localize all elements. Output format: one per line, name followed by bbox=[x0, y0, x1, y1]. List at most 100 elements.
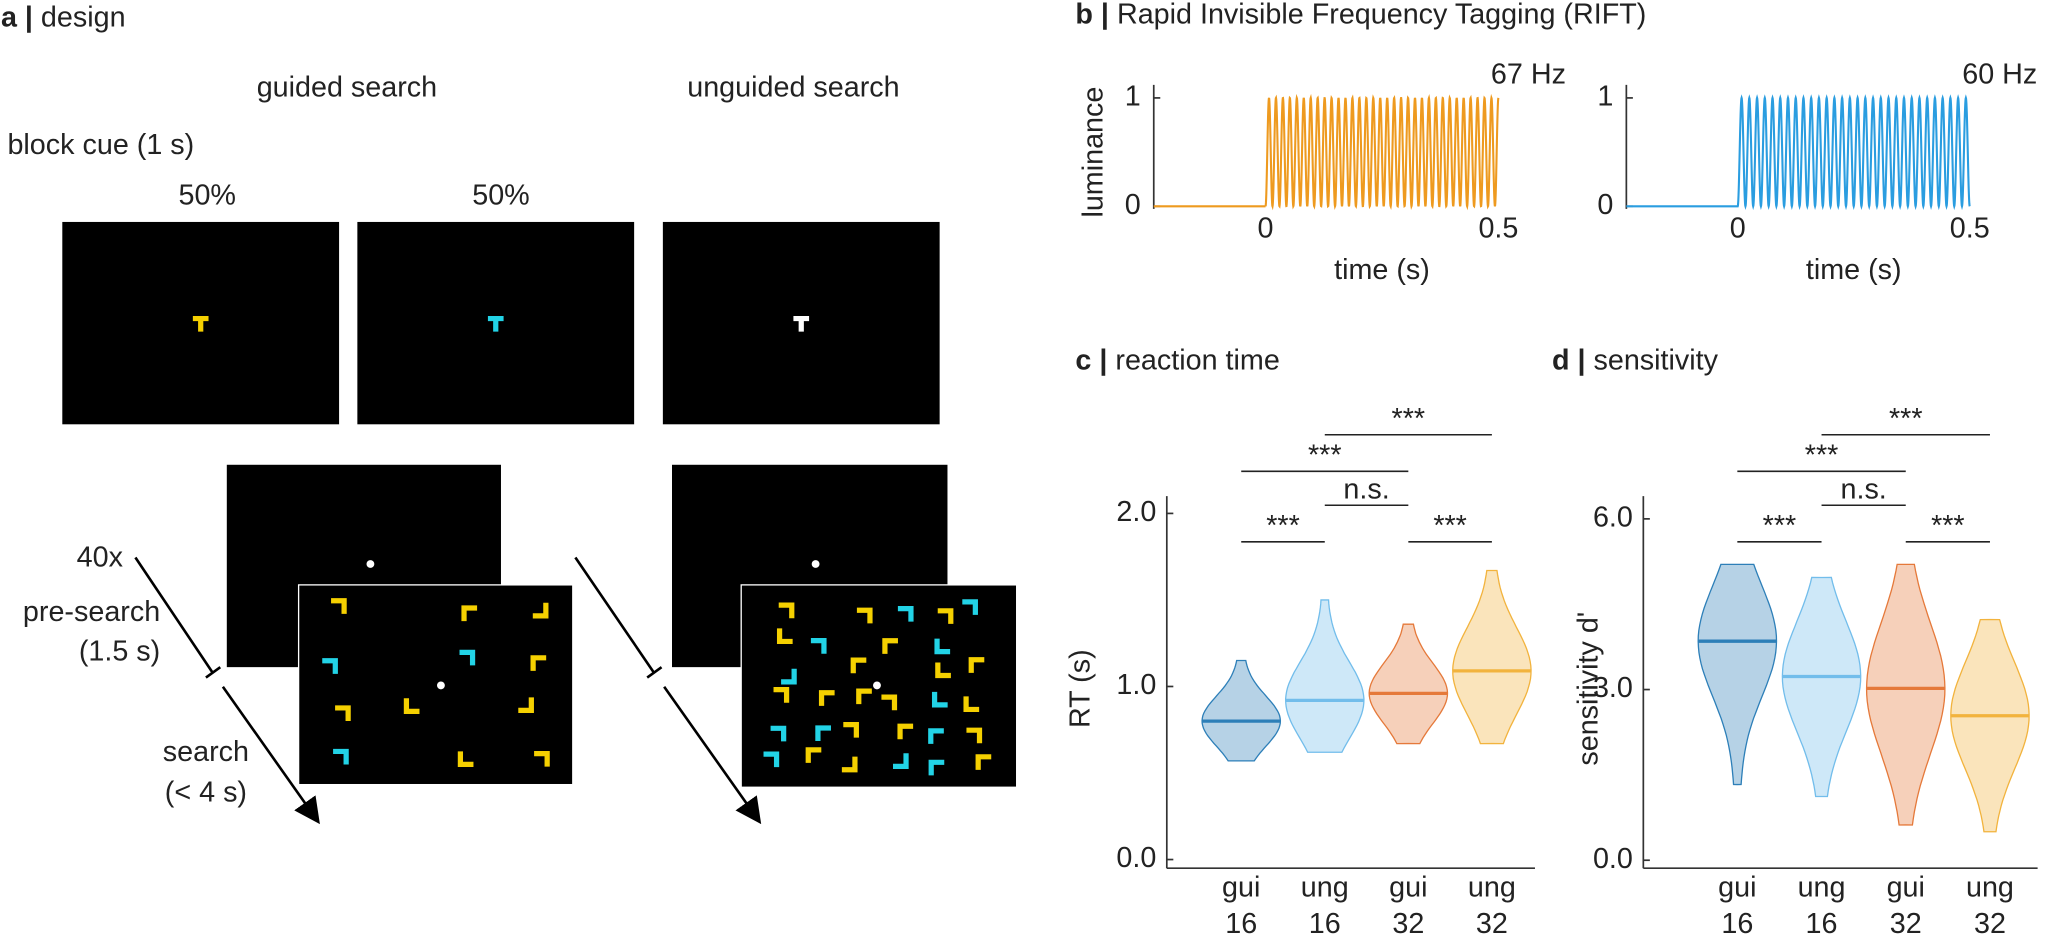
cue-symbol bbox=[793, 315, 810, 332]
search-item bbox=[530, 655, 547, 671]
search-item bbox=[333, 748, 349, 765]
phase-label: (1.5 s) bbox=[79, 635, 160, 667]
search-item bbox=[935, 662, 951, 679]
search-item bbox=[532, 602, 549, 619]
significance-label: *** bbox=[1392, 403, 1426, 435]
x-tick-label: 32 bbox=[1890, 908, 1922, 940]
violin bbox=[1284, 599, 1365, 753]
x-tick-label: 16 bbox=[1225, 908, 1257, 940]
search-item bbox=[843, 722, 859, 738]
search-screen bbox=[297, 584, 574, 786]
panel-title: d | sensitivity bbox=[1552, 344, 1719, 376]
x-tick-label: 0.5 bbox=[1950, 212, 1990, 244]
significance-label: n.s. bbox=[1343, 473, 1389, 505]
search-item bbox=[776, 628, 793, 645]
violin bbox=[1368, 623, 1449, 745]
panel-title: c | reaction time bbox=[1075, 344, 1279, 376]
x-tick-label: 16 bbox=[1721, 908, 1753, 940]
panel-title: Rapid Invisible Frequency Tagging (RIFT) bbox=[1117, 0, 1646, 30]
search-item bbox=[968, 657, 985, 673]
panel-label: d | bbox=[1552, 344, 1586, 376]
panel-b-title: b | Rapid Invisible Frequency Tagging (R… bbox=[1075, 0, 1646, 30]
fixation bbox=[811, 560, 820, 568]
search-item bbox=[781, 668, 797, 685]
y-tick-label: 6.0 bbox=[1593, 501, 1633, 533]
fixation bbox=[873, 681, 881, 690]
frequency-label: 67 Hz bbox=[1491, 58, 1566, 90]
search-item bbox=[850, 657, 867, 674]
search-item bbox=[331, 598, 347, 614]
search-item bbox=[856, 607, 873, 624]
x-tick-label: 32 bbox=[1476, 908, 1508, 940]
phase-label: search bbox=[163, 736, 249, 768]
search-item bbox=[856, 688, 872, 705]
search-item bbox=[882, 638, 898, 654]
violin bbox=[1950, 618, 2030, 833]
significance-label: *** bbox=[1931, 510, 1965, 542]
x-tick-label: ung bbox=[1798, 872, 1846, 904]
panel-title-text: reaction time bbox=[1115, 344, 1279, 376]
percent-label: 50% bbox=[178, 180, 235, 212]
y-axis-label: RT (s) bbox=[1065, 649, 1097, 728]
y-tick-label: 0 bbox=[1597, 189, 1613, 221]
violin bbox=[1865, 563, 1946, 826]
violin bbox=[1697, 563, 1778, 786]
x-tick-label: 32 bbox=[1392, 908, 1424, 940]
significance-label: n.s. bbox=[1840, 473, 1886, 505]
search-item bbox=[937, 608, 954, 624]
significance-label: *** bbox=[1805, 440, 1839, 472]
search-item bbox=[897, 605, 914, 622]
search-item bbox=[931, 691, 948, 708]
phase-label: pre-search bbox=[23, 596, 160, 628]
search-item bbox=[928, 759, 945, 776]
panel-title-text: sensitivity bbox=[1593, 344, 1718, 376]
frequency-label: 60 Hz bbox=[1962, 58, 2037, 90]
search-item bbox=[934, 638, 951, 655]
x-tick-label: 0 bbox=[1730, 212, 1746, 244]
y-axis-label: sensitivity d' bbox=[1572, 612, 1604, 766]
x-tick-label: 16 bbox=[1806, 908, 1838, 940]
percent-label: 50% bbox=[472, 180, 529, 212]
plots: 0 1 0 0.5 time (s) luminance 67 Hz 0 1 0 0.5 time (… bbox=[1065, 58, 2038, 940]
panel-label: b | bbox=[1075, 0, 1109, 30]
search-item bbox=[975, 754, 992, 770]
search-item bbox=[963, 696, 980, 713]
x-tick-label: 0 bbox=[1258, 212, 1274, 244]
y-tick-label: 3.0 bbox=[1593, 672, 1633, 704]
y-tick-label: 1.0 bbox=[1116, 669, 1156, 701]
timeline-arrow bbox=[134, 556, 316, 819]
x-axis-label: time (s) bbox=[1334, 254, 1430, 286]
search-item bbox=[928, 728, 944, 744]
x-tick-label: gui bbox=[1389, 872, 1427, 904]
search-item bbox=[892, 753, 909, 769]
significance-label: *** bbox=[1433, 510, 1467, 542]
timeline-arrow bbox=[574, 556, 758, 819]
search-item bbox=[403, 698, 420, 714]
search-items bbox=[322, 598, 992, 776]
x-axis-label: time (s) bbox=[1806, 254, 1902, 286]
significance-label: *** bbox=[1308, 440, 1342, 472]
y-tick-label: 0 bbox=[1125, 189, 1141, 221]
violin bbox=[1781, 576, 1862, 798]
search-item bbox=[518, 697, 534, 714]
search-item bbox=[818, 690, 835, 706]
search-item bbox=[459, 649, 476, 666]
search-item bbox=[841, 756, 858, 773]
repeat-label: 40x bbox=[77, 541, 124, 573]
y-tick-label: 2.0 bbox=[1116, 496, 1156, 528]
phase-label: (< 4 s) bbox=[165, 776, 247, 808]
search-item bbox=[770, 725, 787, 742]
x-tick-label: 0.5 bbox=[1478, 212, 1518, 244]
y-tick-label: 0.0 bbox=[1116, 842, 1156, 874]
x-tick-label: gui bbox=[1222, 872, 1260, 904]
search-item bbox=[322, 658, 338, 674]
y-axis-label: luminance bbox=[1078, 87, 1110, 218]
x-tick-label: ung bbox=[1468, 872, 1516, 904]
x-tick-label: ung bbox=[1301, 872, 1349, 904]
search-item bbox=[461, 605, 478, 622]
search-item bbox=[335, 705, 351, 721]
search-item bbox=[966, 727, 983, 744]
violin bbox=[1452, 569, 1532, 745]
tagging-signal bbox=[1153, 93, 1500, 211]
